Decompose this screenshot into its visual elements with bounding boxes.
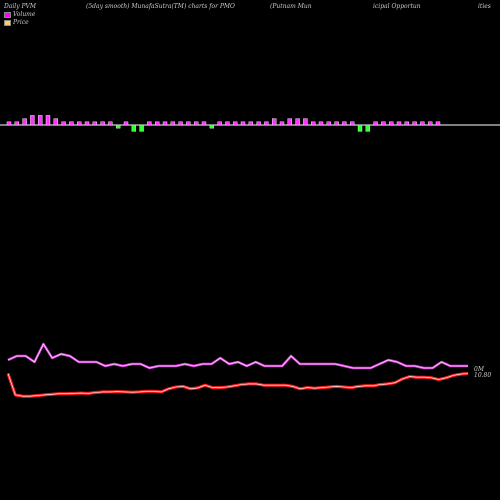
volume-bar	[412, 121, 417, 126]
volume-bar	[162, 121, 168, 126]
volume-bar	[92, 121, 98, 126]
volume-bar	[264, 121, 269, 126]
volume-bars	[6, 115, 441, 132]
volume-bar	[217, 121, 222, 126]
volume-bar	[396, 121, 402, 126]
volume-bar	[373, 121, 378, 126]
volume-bar	[14, 121, 20, 126]
volume-bar	[357, 124, 363, 132]
volume-bar	[30, 115, 35, 126]
volume-bar	[193, 121, 199, 126]
volume-bar	[115, 124, 121, 129]
volume-bar	[84, 121, 90, 126]
volume-bar	[318, 121, 324, 126]
volume-bar	[53, 118, 58, 126]
volume-bar	[170, 121, 176, 126]
volume-bar	[209, 124, 215, 129]
volume-bar	[69, 121, 74, 126]
legend-volume-label: Volume	[13, 11, 36, 18]
volume-bar	[248, 121, 254, 126]
volume-bar	[45, 115, 51, 126]
volume-bar	[342, 121, 347, 126]
volume-line	[7, 342, 468, 370]
volume-bar	[365, 124, 370, 132]
volume-bar	[256, 121, 261, 126]
volume-end-label: 0M	[474, 366, 485, 373]
volume-bar	[381, 121, 386, 126]
price-line-highlight	[7, 373, 469, 397]
volume-bar	[154, 121, 160, 126]
volume-bar	[131, 124, 137, 132]
volume-bar	[279, 121, 285, 126]
volume-line-highlight	[7, 343, 468, 369]
legend-price: Price	[4, 19, 29, 26]
volume-bar	[38, 115, 43, 126]
volume-bar	[6, 121, 12, 126]
volume-bar	[232, 121, 238, 126]
volume-bar	[350, 121, 355, 126]
volume-bar	[295, 118, 300, 126]
volume-bar	[311, 121, 316, 126]
volume-bar	[389, 121, 394, 126]
legend-volume-swatch	[4, 11, 11, 18]
volume-bar	[303, 118, 308, 126]
volume-bar	[22, 118, 27, 126]
volume-bar	[287, 118, 292, 126]
legend-price-label: Price	[13, 19, 29, 26]
volume-bar	[178, 121, 183, 126]
volume-bar	[123, 121, 129, 126]
volume-bar	[76, 121, 82, 126]
volume-bar	[225, 121, 230, 126]
legend-volume: Volume	[4, 11, 35, 18]
volume-bar	[435, 121, 441, 126]
volume-bar	[186, 121, 191, 126]
chart-title-right: (Putnam Mun	[270, 3, 312, 10]
volume-bar	[147, 121, 152, 126]
volume-bar	[201, 121, 207, 126]
chart-title-right-3: ities	[478, 3, 491, 10]
volume-bar	[61, 121, 66, 126]
chart-title-left: Daily PVM	[4, 3, 37, 10]
volume-bar	[108, 121, 113, 126]
volume-bar	[272, 118, 277, 126]
price-end-label: 10.80	[474, 372, 491, 379]
volume-bar	[420, 121, 425, 126]
volume-bar	[326, 121, 331, 126]
volume-bar	[404, 121, 409, 126]
volume-bar	[240, 121, 246, 126]
volume-bar	[428, 121, 433, 126]
volume-bar	[100, 121, 105, 126]
volume-bar	[139, 124, 144, 132]
legend-price-swatch	[4, 19, 11, 26]
volume-bar	[334, 121, 339, 126]
chart-title-middle: (5day smooth) MunafaSutra(TM) charts for…	[86, 3, 235, 10]
chart-title-right-2: icipal Opportun	[373, 3, 421, 10]
